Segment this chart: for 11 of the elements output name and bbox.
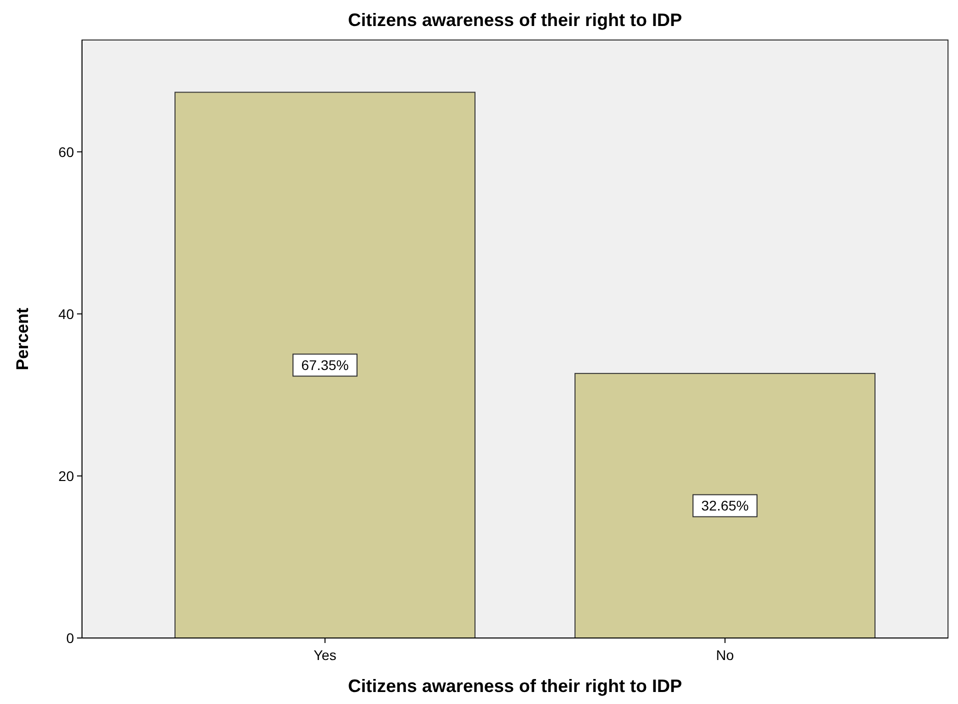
y-tick-label: 20 — [58, 468, 74, 484]
y-axis-title: Percent — [13, 307, 32, 370]
x-axis-title: Citizens awareness of their right to IDP — [348, 676, 682, 696]
y-tick-label: 60 — [58, 144, 74, 160]
data-label: 67.35% — [301, 357, 349, 374]
x-tick-label: No — [716, 647, 734, 663]
chart-title: Citizens awareness of their right to IDP — [348, 10, 682, 30]
y-tick-label: 0 — [66, 630, 74, 646]
x-tick-label: Yes — [314, 647, 336, 663]
data-label: 32.65% — [701, 498, 749, 514]
y-tick-label: 40 — [58, 306, 74, 322]
